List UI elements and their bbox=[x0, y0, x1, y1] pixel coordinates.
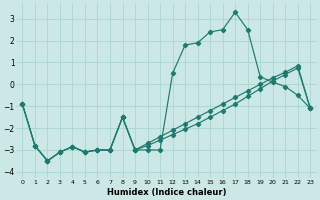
X-axis label: Humidex (Indice chaleur): Humidex (Indice chaleur) bbox=[107, 188, 226, 197]
